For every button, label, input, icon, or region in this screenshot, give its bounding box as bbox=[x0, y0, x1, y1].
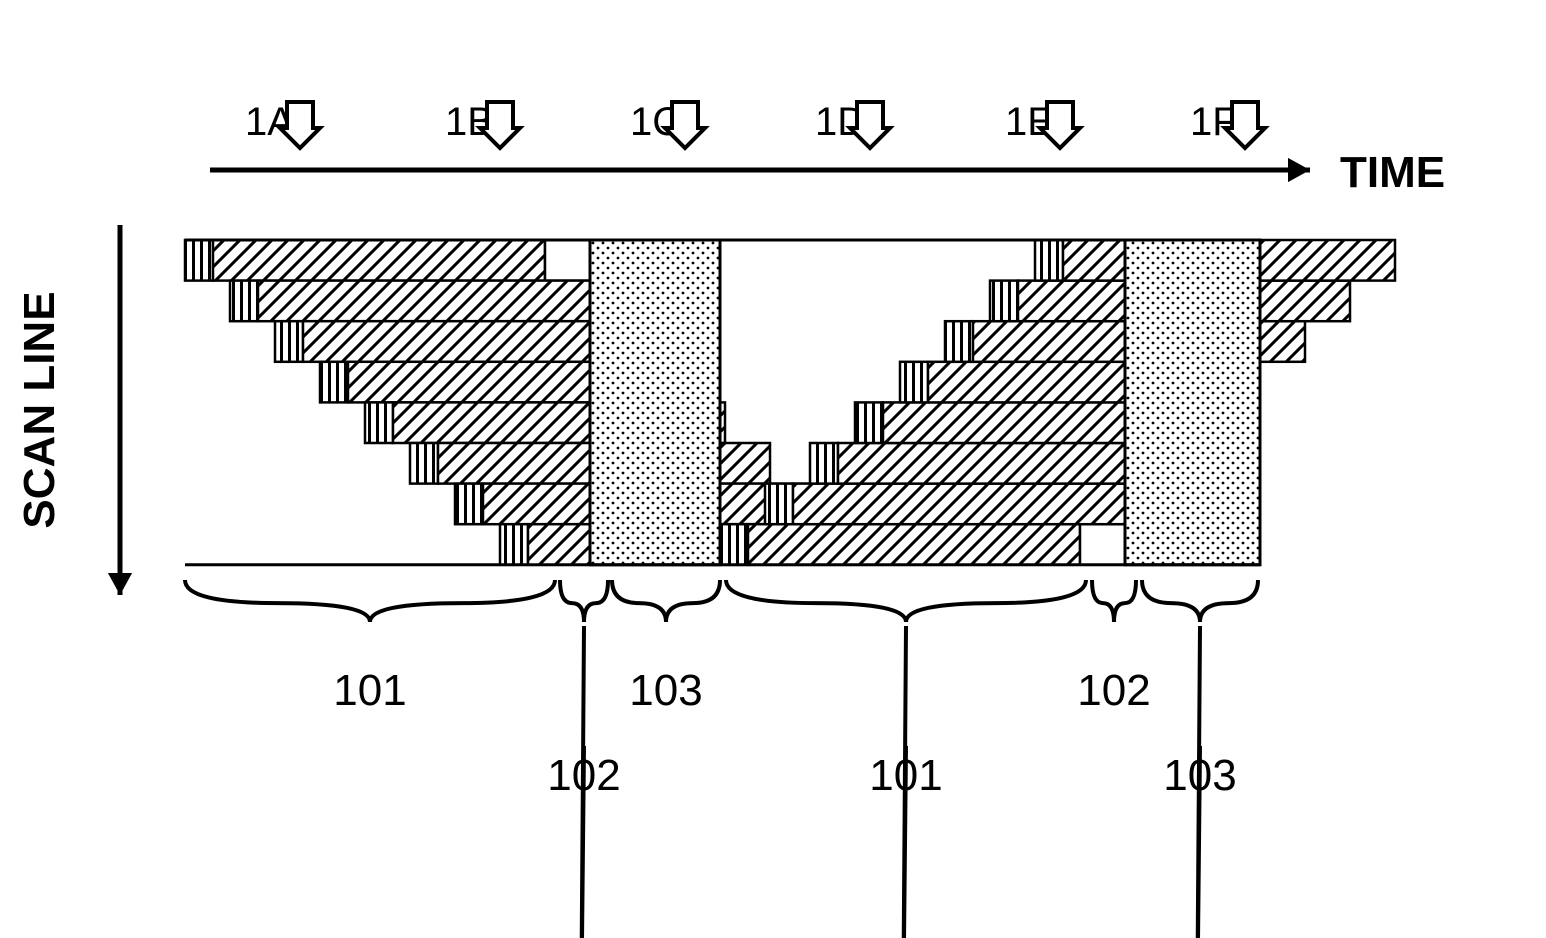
brace-label: 101 bbox=[869, 751, 942, 800]
figure-canvas: SCAN LINE TIME 1A1B1C1D1E1F1011021031011… bbox=[0, 0, 1546, 938]
marker-label: 1F bbox=[1190, 100, 1237, 144]
brace-label: 101 bbox=[333, 666, 406, 715]
brace-label: 102 bbox=[547, 751, 620, 800]
brace-label: 102 bbox=[1077, 666, 1150, 715]
brace-label: 103 bbox=[629, 666, 702, 715]
diagram-svg: 1A1B1C1D1E1F101102103101102103 bbox=[0, 0, 1546, 938]
y-axis-label: SCAN LINE bbox=[15, 291, 65, 528]
x-axis-label: TIME bbox=[1340, 148, 1445, 198]
x-axis-label-text: TIME bbox=[1340, 148, 1445, 197]
brace-label: 103 bbox=[1163, 751, 1236, 800]
y-axis-label-text: SCAN LINE bbox=[15, 291, 64, 528]
